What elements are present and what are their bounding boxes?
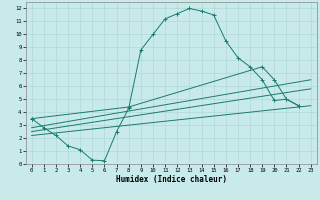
- X-axis label: Humidex (Indice chaleur): Humidex (Indice chaleur): [116, 175, 227, 184]
